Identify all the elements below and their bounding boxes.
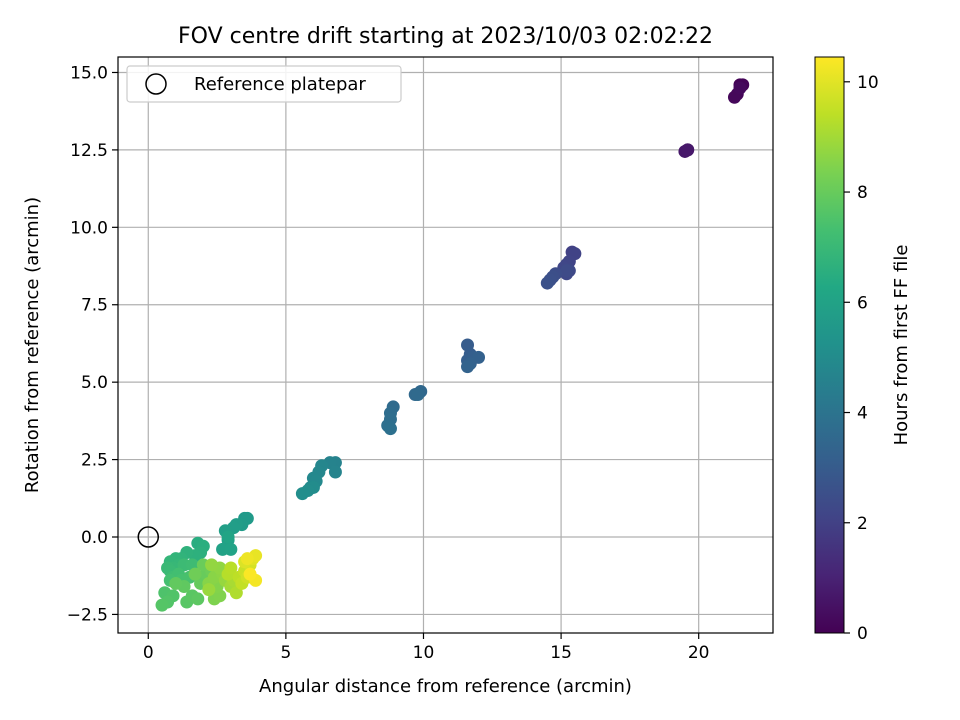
data-point	[191, 592, 205, 606]
x-axis-ticks: 0 5 10 15 20	[143, 633, 710, 663]
y-tick-label: 15.0	[70, 63, 108, 83]
y-tick-label: 7.5	[81, 296, 108, 316]
data-point	[560, 264, 574, 278]
reference-platepar-marker	[137, 526, 160, 548]
legend-marker-circle	[145, 73, 167, 95]
data-point	[202, 583, 216, 597]
legend-entry-reference: Reference platepar	[194, 74, 366, 95]
x-tick-label: 0	[143, 643, 154, 663]
data-point	[205, 558, 219, 572]
colorbar-tick-label: 10	[857, 73, 879, 93]
data-point	[243, 567, 257, 581]
chart-title: FOV centre drift starting at 2023/10/03 …	[178, 24, 713, 49]
data-point	[221, 530, 235, 544]
y-tick-label: 5.0	[81, 373, 108, 393]
y-axis-ticks: −2.5 0.0 2.5 5.0 7.5 10.0 12.5 15.0	[67, 63, 118, 625]
colorbar-tick-label: 6	[857, 293, 868, 313]
y-tick-label: 2.5	[81, 451, 108, 471]
data-point	[224, 561, 238, 575]
grid-lines	[118, 57, 773, 633]
data-point	[383, 422, 397, 436]
y-tick-label: 0.0	[81, 528, 108, 548]
x-tick-label: 5	[280, 643, 291, 663]
colorbar-tick-label: 0	[857, 624, 868, 644]
data-points	[155, 78, 750, 612]
colorbar-label: Hours from first FF file	[891, 245, 912, 446]
x-tick-label: 15	[550, 643, 572, 663]
colorbar-tick-label: 2	[857, 514, 868, 534]
data-point	[295, 487, 309, 501]
data-point	[733, 81, 747, 95]
data-point	[681, 143, 695, 157]
data-point	[411, 388, 425, 402]
y-tick-label: 12.5	[70, 141, 108, 161]
x-tick-label: 20	[688, 643, 710, 663]
data-point	[328, 465, 342, 479]
plot-frame	[117, 56, 774, 634]
reference-marker-layer	[137, 526, 160, 548]
y-tick-label: 10.0	[70, 218, 108, 238]
x-axis-label: Angular distance from reference (arcmin)	[259, 676, 632, 697]
data-point	[155, 598, 169, 612]
data-point	[224, 542, 238, 556]
colorbar-tick-label: 4	[857, 404, 868, 424]
colorbar-ticks: 0 2 4 6 8 10	[844, 73, 879, 644]
data-point	[540, 276, 554, 290]
y-tick-label: −2.5	[67, 605, 108, 625]
data-point	[169, 576, 183, 590]
data-point	[240, 552, 254, 566]
data-point	[188, 567, 202, 581]
x-tick-label: 10	[413, 643, 435, 663]
colorbar-tick-label: 8	[857, 183, 868, 203]
colorbar	[814, 56, 845, 634]
y-axis-label: Rotation from reference (arcmin)	[22, 197, 43, 493]
data-point	[461, 360, 475, 374]
legend-box: Reference platepar	[126, 65, 402, 103]
